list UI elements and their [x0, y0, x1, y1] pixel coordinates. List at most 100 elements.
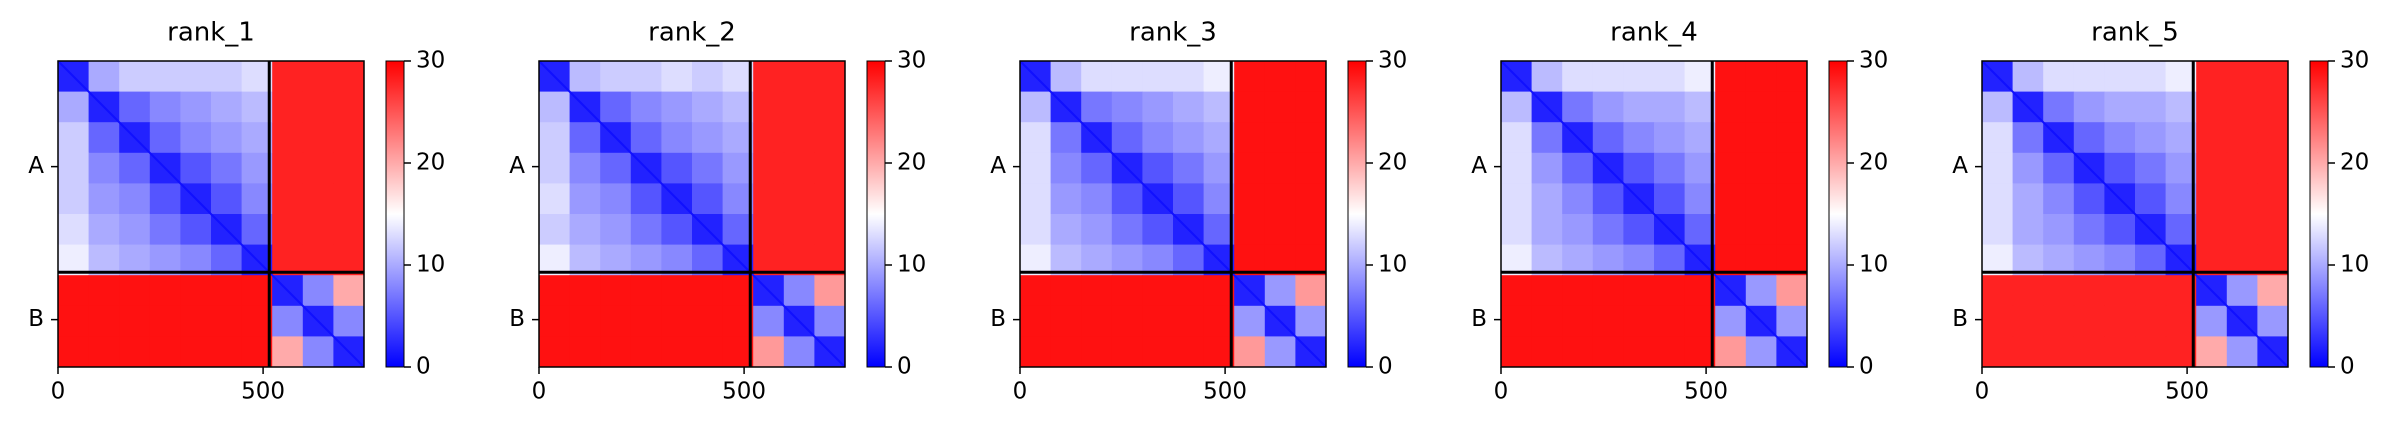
heatmap-cell — [2257, 275, 2289, 307]
colorbar-tick-label: 20 — [1859, 150, 1888, 176]
heatmap-cell — [1684, 336, 1716, 368]
heatmap-cell — [1715, 152, 1747, 184]
heatmap-cell — [1020, 183, 1052, 215]
heatmap-cell — [1203, 275, 1235, 307]
heatmap-cell — [333, 91, 365, 123]
colorbar-tick-label: 30 — [416, 48, 445, 74]
heatmap-cell — [1745, 183, 1777, 215]
heatmap-cell — [2043, 244, 2075, 276]
heatmap-cell — [1501, 91, 1533, 123]
heatmap-cell — [814, 152, 846, 184]
heatmap-cell — [1264, 244, 1296, 276]
heatmap-cell — [180, 152, 212, 184]
heatmap-cell — [1684, 214, 1716, 246]
heatmap-cell — [569, 214, 601, 246]
heatmap-cell — [58, 214, 90, 246]
heatmap-cell — [180, 214, 212, 246]
heatmap-cell — [1562, 336, 1594, 368]
heatmap-cell — [2104, 61, 2136, 93]
heatmap-cell — [1081, 305, 1113, 337]
colorbar — [385, 60, 405, 368]
heatmap-cell — [149, 91, 181, 123]
heatmap-cell — [272, 183, 304, 215]
heatmap-cell — [2104, 275, 2136, 307]
heatmap-cell — [1654, 152, 1686, 184]
heatmap-cell — [88, 61, 120, 93]
heatmap-cell — [2226, 214, 2258, 246]
heatmap-cell — [661, 305, 693, 337]
heatmap-cell — [2257, 152, 2289, 184]
heatmap-cell — [211, 275, 243, 307]
heatmap-cell — [1295, 275, 1327, 307]
diagonal — [538, 60, 846, 368]
heatmap-cell — [272, 214, 304, 246]
heatmap-cell — [539, 214, 571, 246]
heatmap-cell — [539, 244, 571, 276]
heatmap-cell — [1081, 183, 1113, 215]
heatmap-cell — [2135, 152, 2167, 184]
heatmap-cell — [630, 122, 662, 154]
heatmap-cell — [2073, 61, 2105, 93]
heatmap-cell — [2226, 61, 2258, 93]
heatmap-cell — [539, 336, 571, 368]
heatmap-cell — [1531, 152, 1563, 184]
heatmap-cell — [88, 336, 120, 368]
heatmap-cell — [661, 214, 693, 246]
heatmap-cell — [88, 305, 120, 337]
heatmap-cell — [149, 122, 181, 154]
heatmap-cell — [1745, 214, 1777, 246]
heatmap-cell — [722, 275, 754, 307]
heatmap-cell — [1020, 305, 1052, 337]
heatmap-cell — [1203, 305, 1235, 337]
heatmap-cell — [333, 122, 365, 154]
heatmap-cell — [88, 214, 120, 246]
heatmap-cell — [302, 61, 334, 93]
heatmap-cell — [2165, 183, 2197, 215]
heatmap-cell — [1111, 91, 1143, 123]
heatmap-cell — [211, 244, 243, 276]
heatmap-cell — [1501, 336, 1533, 368]
colorbar-tick-label: 10 — [897, 252, 926, 278]
heatmap-cell — [2196, 214, 2228, 246]
heatmap-cell — [2043, 305, 2075, 337]
diagonal — [1019, 60, 1327, 368]
x-tick-label: 500 — [722, 379, 766, 405]
heatmap-cell — [2043, 61, 2075, 93]
heatmap-cell — [1562, 244, 1594, 276]
heatmap-cell — [1295, 305, 1327, 337]
heatmap-cell — [241, 91, 273, 123]
heatmap-cell — [2257, 214, 2289, 246]
heatmap-cell — [1203, 61, 1235, 93]
heatmap-cell — [1531, 61, 1563, 93]
heatmap-cell — [2196, 183, 2228, 215]
heatmap-cell — [1592, 183, 1624, 215]
heatmap-cell — [241, 336, 273, 368]
heatmap-cell — [1531, 183, 1563, 215]
heatmap-cell — [1715, 61, 1747, 93]
heatmap-cell — [1745, 122, 1777, 154]
heatmap-cell — [569, 305, 601, 337]
heatmap-cell — [1173, 183, 1205, 215]
heatmap-cell — [753, 336, 785, 368]
heatmap-cell — [2135, 61, 2167, 93]
heatmap-cell — [119, 214, 151, 246]
heatmap-cell — [661, 122, 693, 154]
heatmap-cell — [539, 275, 571, 307]
heatmap-cell — [2165, 152, 2197, 184]
heatmap-cell — [1592, 91, 1624, 123]
heatmap-cell — [302, 183, 334, 215]
heatmap-cell — [149, 61, 181, 93]
heatmap-cell — [1295, 61, 1327, 93]
x-tick-label: 0 — [1494, 379, 1509, 405]
heatmap-cell — [1173, 244, 1205, 276]
heatmap-cell — [302, 336, 334, 368]
heatmap-cell — [119, 152, 151, 184]
heatmap-cell — [1173, 152, 1205, 184]
heatmap-cell — [149, 336, 181, 368]
colorbar — [866, 60, 886, 368]
heatmap-cell — [58, 122, 90, 154]
heatmap-cell — [2196, 336, 2228, 368]
heatmap-cell — [2012, 305, 2044, 337]
heatmap-cell — [1562, 91, 1594, 123]
heatmap-cell — [1715, 183, 1747, 215]
